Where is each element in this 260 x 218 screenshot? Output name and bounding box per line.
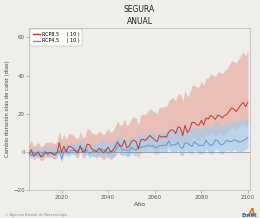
Legend: RCP8.5     ( 10 ), RCP4.5     ( 10 ): RCP8.5 ( 10 ), RCP4.5 ( 10 )	[30, 29, 82, 46]
Text: © Agencia Estatal de Meteorología: © Agencia Estatal de Meteorología	[5, 213, 67, 217]
X-axis label: Año: Año	[134, 202, 146, 207]
Y-axis label: Cambio duración olas de calor (días): Cambio duración olas de calor (días)	[5, 61, 10, 157]
Text: Emet: Emet	[242, 213, 257, 218]
Text: A: A	[247, 208, 255, 218]
Title: SEGURA
ANUAL: SEGURA ANUAL	[124, 5, 155, 26]
